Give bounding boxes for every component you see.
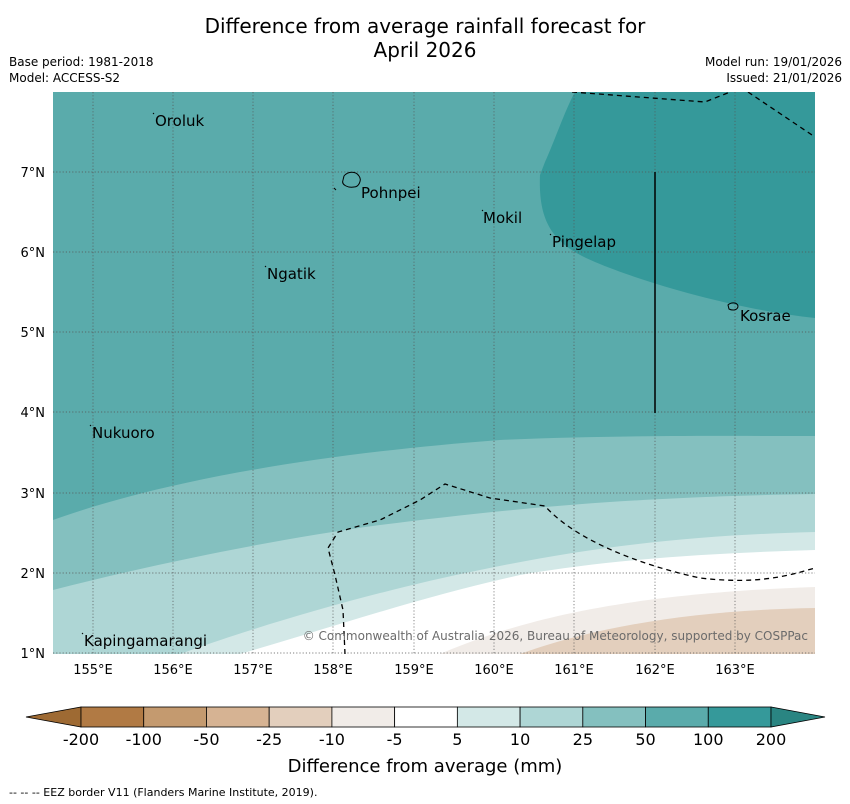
longitude-labels: 155°E 156°E 157°E 158°E 159°E 160°E 161°… (73, 663, 755, 678)
lon-label: 160°E (474, 663, 514, 678)
colorbar-tick-label: -100 (125, 730, 162, 749)
model-name: Model: ACCESS-S2 (9, 71, 121, 85)
lat-label: 6°N (21, 246, 46, 261)
colorbar-segment (645, 706, 709, 728)
place-ngatik: Ngatik (267, 265, 316, 283)
place-mokil: Mokil (483, 209, 522, 227)
colorbar-extend-high (770, 706, 826, 728)
colorbar-segment (143, 706, 207, 728)
chart-title: Difference from average rainfall forecas… (0, 14, 850, 62)
colorbar-label: Difference from average (mm) (287, 756, 563, 777)
colorbar-segment (456, 706, 521, 728)
colorbar-tick-label: -10 (318, 730, 345, 749)
lon-label: 161°E (554, 663, 594, 678)
colorbar-segment (394, 706, 458, 728)
place-kosrae: Kosrae (740, 307, 791, 325)
lon-label: 156°E (153, 663, 193, 678)
lon-label: 162°E (635, 663, 675, 678)
colorbar-tick-label: 25 (572, 730, 593, 749)
colorbar-tick-label: -200 (62, 730, 100, 749)
band-100-200 (539, 92, 815, 318)
colorbar-tick-label: 100 (692, 730, 724, 749)
lat-label: 7°N (21, 166, 46, 181)
lon-label: 163°E (715, 663, 755, 678)
colorbar-segment (519, 706, 584, 728)
lon-label: 157°E (233, 663, 273, 678)
latitude-labels: 7°N 6°N 5°N 4°N 3°N 2°N 1°N (21, 166, 46, 662)
lat-label: 4°N (21, 406, 46, 421)
place-kapingamarangi: Kapingamarangi (84, 632, 207, 650)
colorbar-tick-label: 10 (509, 730, 531, 749)
lat-label: 5°N (21, 326, 46, 341)
atoll-marks (81, 112, 552, 635)
colorbar-tick-label: 5 (452, 730, 463, 749)
islands (81, 112, 739, 635)
place-nukuoro: Nukuoro (92, 424, 155, 442)
colorbar-tick-label: -5 (386, 730, 403, 749)
base-period: Base period: 1981-2018 (9, 55, 154, 69)
lon-label: 155°E (73, 663, 113, 678)
lat-label: 3°N (21, 487, 46, 502)
rainfall-field (53, 92, 815, 654)
eez-border (327, 92, 815, 654)
island-mark (333, 187, 337, 191)
place-pohnpei: Pohnpei (361, 184, 421, 202)
colorbar-segment (80, 706, 145, 728)
copyright-notice: © Commonwealth of Australia 2026, Bureau… (303, 629, 808, 643)
colorbar-segment (582, 706, 646, 728)
meta-left: Base period: 1981-2018 Model: ACCESS-S2 (9, 54, 154, 86)
colorbar-extend-low (25, 706, 82, 728)
colorbar-segment (206, 706, 270, 728)
kosrae-outline (727, 302, 739, 311)
title-line-2: April 2026 (373, 38, 477, 62)
lat-label: 1°N (21, 647, 46, 662)
model-run: Model run: 19/01/2026 (704, 55, 842, 69)
colorbar-tick-label: 200 (755, 730, 787, 749)
meta-right: Model run: 19/01/2026 Issued: 21/01/2026 (705, 54, 842, 86)
colorbar-segment (331, 706, 396, 728)
colorbar-segment (268, 706, 333, 728)
lat-label: 2°N (21, 567, 46, 582)
footnote: -- -- -- EEZ border V11 (Flanders Marine… (9, 786, 318, 799)
pohnpei-outline (342, 171, 361, 188)
band-neg-25-10 (520, 608, 815, 654)
lon-label: 159°E (394, 663, 434, 678)
lon-label: 158°E (313, 663, 353, 678)
colorbar-tick-label: -50 (193, 730, 220, 749)
place-oroluk: Oroluk (155, 112, 204, 130)
title-line-1: Difference from average rainfall forecas… (204, 14, 646, 38)
colorbar-segment (707, 706, 772, 728)
colorbar-tick-label: -25 (256, 730, 283, 749)
colorbar-tick-label: 50 (635, 730, 656, 749)
issued-date: Issued: 21/01/2026 (726, 71, 842, 85)
colorbar (25, 706, 826, 728)
place-pingelap: Pingelap (552, 233, 616, 251)
